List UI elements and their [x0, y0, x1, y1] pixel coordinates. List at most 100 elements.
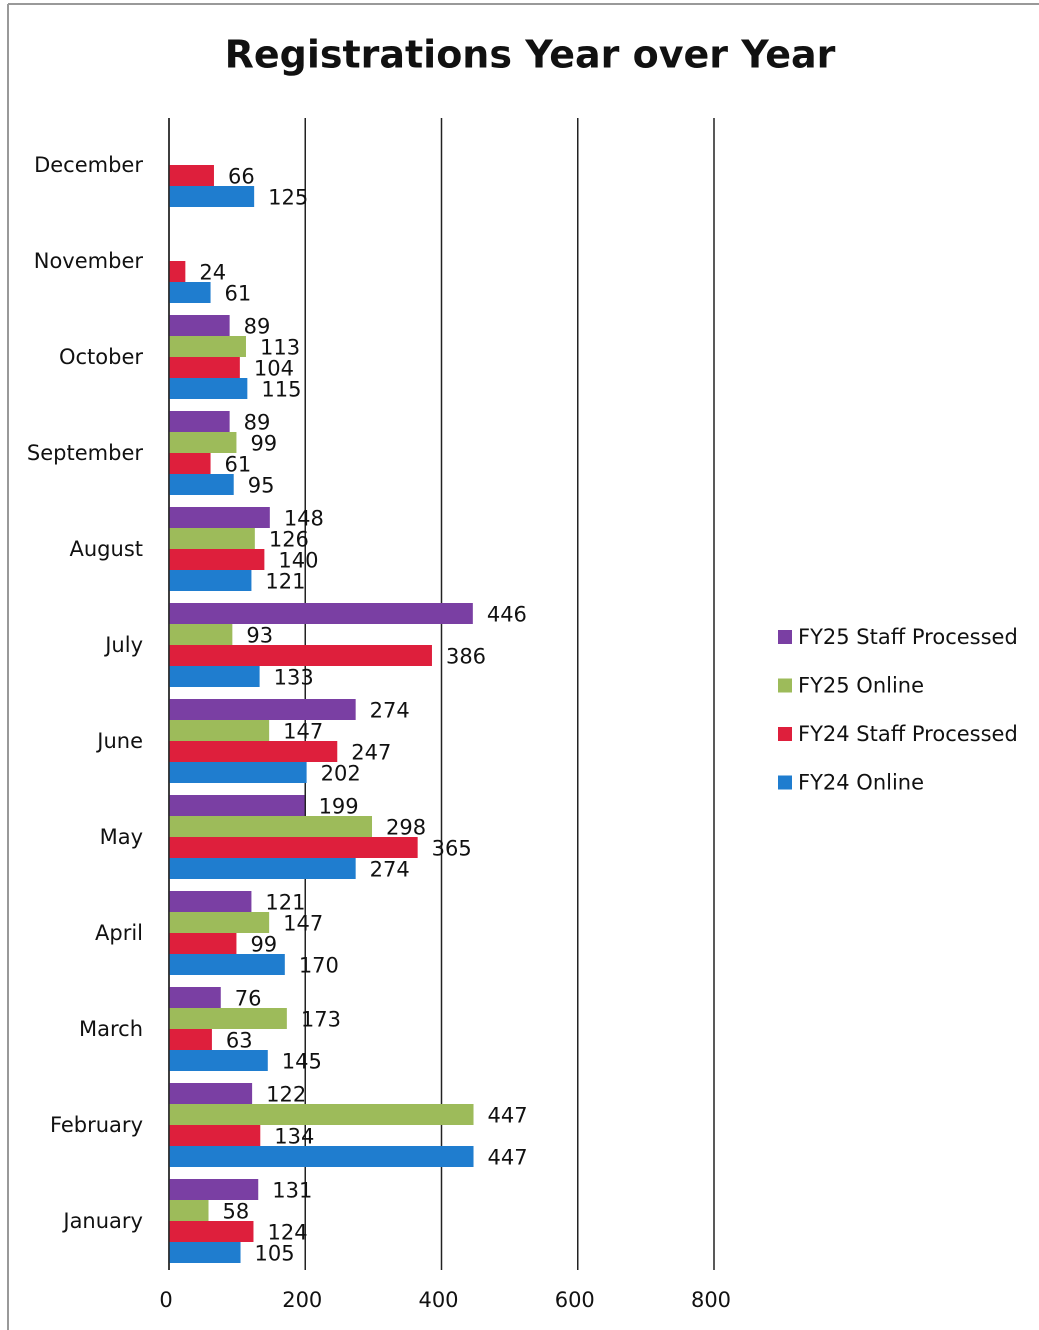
bar	[169, 1179, 259, 1200]
legend-swatch	[778, 775, 792, 790]
data-label: 99	[250, 432, 277, 456]
data-label: 247	[351, 741, 391, 765]
bar	[169, 336, 246, 357]
bar	[169, 987, 221, 1008]
data-label: 89	[244, 315, 271, 339]
bar	[169, 891, 252, 912]
bar	[169, 357, 240, 378]
y-tick-label: May	[100, 825, 143, 849]
x-tick-label: 800	[691, 1288, 731, 1312]
bar	[169, 411, 230, 432]
bar	[169, 795, 305, 816]
bar	[169, 699, 356, 720]
bar	[169, 1242, 241, 1263]
data-label: 99	[250, 933, 277, 957]
bar	[169, 1104, 474, 1125]
data-label: 365	[432, 837, 472, 861]
data-label: 115	[261, 378, 301, 402]
data-label: 121	[265, 570, 305, 594]
data-label: 199	[319, 795, 359, 819]
data-label: 113	[260, 336, 300, 360]
bar	[169, 570, 252, 591]
bar	[169, 1125, 261, 1146]
y-tick-label: April	[95, 921, 143, 945]
bar	[169, 645, 432, 666]
y-tick-label: March	[79, 1017, 143, 1041]
bar	[169, 528, 255, 549]
x-tick-label: 600	[555, 1288, 595, 1312]
bar	[169, 432, 237, 453]
y-tick-label: September	[27, 441, 143, 465]
data-label: 122	[266, 1083, 306, 1107]
bar	[169, 933, 237, 954]
legend-swatch	[778, 727, 792, 741]
data-label: 105	[255, 1242, 295, 1266]
bar	[169, 1029, 212, 1050]
y-tick-label: February	[50, 1113, 143, 1137]
bar	[169, 549, 265, 570]
legend-label: FY25 Online	[798, 674, 924, 698]
data-label: 274	[370, 699, 410, 723]
bar	[169, 954, 285, 975]
legend-label: FY24 Staff Processed	[798, 722, 1018, 746]
y-tick-label: June	[95, 729, 143, 753]
bar	[169, 378, 248, 399]
data-label: 298	[386, 816, 426, 840]
y-tick-label: August	[70, 537, 144, 561]
data-label: 66	[228, 165, 255, 189]
bar	[169, 603, 473, 624]
chart-title: Registrations Year over Year	[225, 33, 836, 77]
data-label: 131	[272, 1179, 312, 1203]
bar	[169, 1146, 474, 1167]
data-label: 89	[244, 411, 271, 435]
data-label: 145	[282, 1050, 322, 1074]
legend-label: FY25 Staff Processed	[798, 625, 1018, 649]
bar	[169, 186, 255, 207]
bar	[169, 315, 230, 336]
data-label: 170	[299, 954, 339, 978]
bar	[169, 762, 307, 783]
data-label: 446	[487, 603, 527, 627]
bar	[169, 858, 356, 879]
bar	[169, 666, 260, 687]
bar	[169, 624, 233, 645]
legend-label: FY24 Online	[798, 771, 924, 795]
bar	[169, 1050, 268, 1071]
bar	[169, 1083, 253, 1104]
data-label: 124	[267, 1221, 307, 1245]
bar	[169, 741, 338, 762]
bar	[169, 837, 418, 858]
data-label: 140	[278, 549, 318, 573]
bar	[169, 474, 234, 495]
data-label: 121	[265, 891, 305, 915]
bar	[169, 165, 214, 186]
x-tick-label: 0	[159, 1288, 172, 1312]
data-label: 61	[225, 453, 252, 477]
data-label: 447	[488, 1104, 528, 1128]
bar	[169, 453, 211, 474]
data-label: 61	[225, 282, 252, 306]
y-tick-label: July	[103, 633, 143, 657]
bar	[169, 912, 270, 933]
bar	[169, 816, 373, 837]
data-label: 63	[226, 1029, 253, 1053]
data-label: 202	[321, 762, 361, 786]
x-tick-label: 400	[418, 1288, 458, 1312]
data-label: 133	[274, 666, 314, 690]
data-label: 147	[283, 720, 323, 744]
y-tick-label: November	[34, 249, 144, 273]
data-label: 447	[488, 1146, 528, 1170]
data-label: 24	[199, 261, 226, 285]
data-label: 58	[223, 1200, 250, 1224]
legend-swatch	[778, 678, 792, 693]
data-label: 76	[235, 987, 262, 1011]
y-tick-label: December	[34, 153, 143, 177]
data-label: 173	[301, 1008, 341, 1032]
data-label: 274	[370, 858, 410, 882]
x-tick-label: 200	[282, 1288, 322, 1312]
bar	[169, 1008, 287, 1029]
data-label: 148	[284, 507, 324, 531]
bar	[169, 261, 186, 282]
data-label: 134	[274, 1125, 314, 1149]
